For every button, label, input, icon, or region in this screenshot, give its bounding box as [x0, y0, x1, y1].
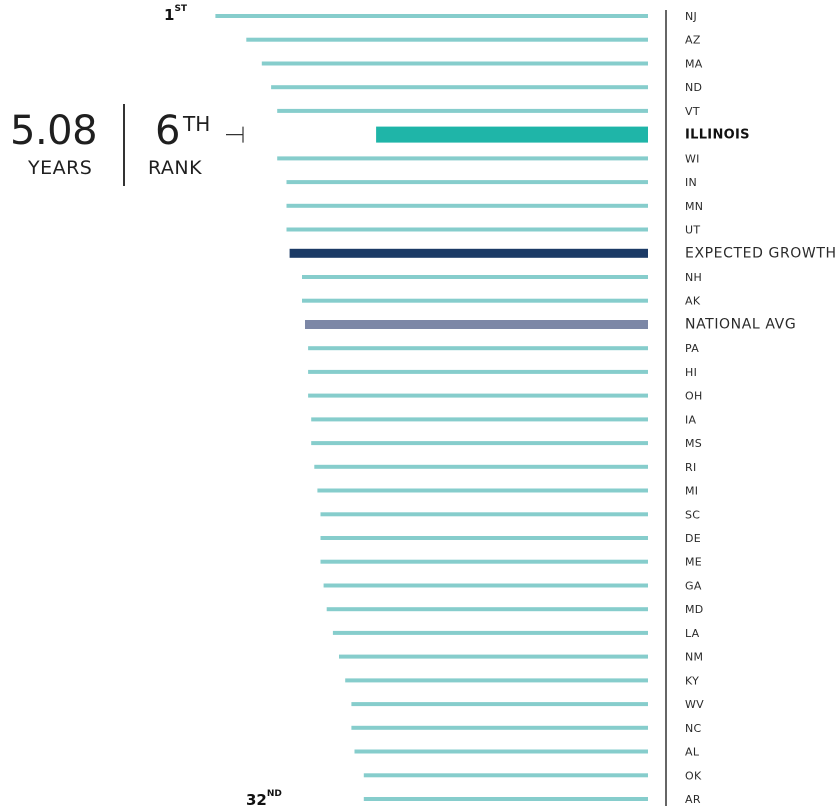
category-label-wi: WI	[685, 152, 700, 165]
category-label-la: LA	[685, 627, 700, 640]
bar-hi	[308, 369, 648, 374]
bar-ga	[323, 583, 648, 588]
category-label-illinois: ILLINOIS	[685, 128, 750, 143]
top-rank-suffix: ST	[174, 4, 188, 14]
category-label-ri: RI	[685, 461, 697, 474]
bar-ma	[261, 61, 648, 66]
bottom-rank-suffix: ND	[266, 789, 282, 799]
category-label-expected-growth: EXPECTED GROWTH	[685, 245, 837, 261]
top-rank-number: 1	[164, 6, 175, 24]
bar-in	[286, 180, 648, 185]
category-label-vt: VT	[685, 105, 700, 118]
bar-wi	[277, 156, 648, 161]
bar-ar	[363, 797, 648, 801]
bar-al	[354, 749, 648, 754]
category-label-ky: KY	[685, 674, 699, 687]
bar-illinois	[376, 126, 648, 143]
category-label-mi: MI	[685, 485, 698, 498]
callout-years-label: YEARS	[28, 157, 93, 179]
top-rank-marker: 1ST	[164, 4, 188, 24]
category-label-wv: WV	[685, 698, 704, 711]
category-labels: NJ AZ MA ND VT ILLINOIS WI IN MN UT EXPECTED GROWT…	[685, 10, 837, 806]
category-label-oh: OH	[685, 390, 703, 403]
bar-sc	[320, 512, 648, 517]
bottom-rank-marker: 32ND	[246, 789, 282, 809]
bar-mn	[286, 203, 648, 208]
bar-mi	[317, 488, 648, 493]
bar-nj	[215, 14, 648, 18]
bar-ak	[302, 298, 648, 303]
category-label-ga: GA	[685, 580, 702, 593]
bar-nh	[302, 275, 648, 279]
bar-oh	[308, 393, 648, 398]
bar-md	[326, 607, 648, 612]
callout-rank-number: 6	[155, 108, 181, 154]
category-label-md: MD	[685, 603, 704, 616]
category-label-ok: OK	[685, 769, 702, 782]
category-label-in: IN	[685, 176, 697, 189]
callout-divider	[123, 104, 125, 186]
category-label-ia: IA	[685, 413, 697, 426]
bar-ia	[311, 417, 648, 422]
category-label-nj: NJ	[685, 10, 697, 23]
bottom-rank-number: 32	[246, 791, 267, 809]
category-label-sc: SC	[685, 508, 700, 521]
bar-ok	[363, 773, 648, 778]
category-label-az: AZ	[685, 34, 701, 47]
bar-nd	[271, 85, 648, 90]
bar-ky	[345, 678, 648, 683]
category-label-nd: ND	[685, 81, 702, 94]
bar-ri	[314, 464, 648, 469]
bar-wv	[351, 702, 648, 707]
category-label-ar: AR	[685, 793, 701, 806]
category-label-mn: MN	[685, 200, 703, 213]
bar-nc	[351, 725, 648, 730]
bar-pa	[308, 346, 648, 351]
bar-az	[246, 37, 649, 42]
callout-rank-label: RANK	[148, 157, 203, 179]
bar-national-avg	[305, 320, 648, 329]
bar-de	[320, 536, 648, 540]
bar-series	[215, 14, 649, 801]
bar-expected-growth	[289, 248, 648, 258]
bar-nm	[339, 654, 648, 659]
category-label-pa: PA	[685, 342, 699, 355]
category-label-de: DE	[685, 532, 701, 545]
callout-rank-suffix: TH	[183, 112, 211, 136]
category-label-nh: NH	[685, 271, 702, 284]
category-label-ma: MA	[685, 58, 703, 71]
category-label-ms: MS	[685, 437, 702, 450]
callout-years-value: 5.08	[10, 108, 98, 154]
bar-ut	[286, 227, 648, 232]
category-label-nc: NC	[685, 722, 702, 735]
bar-me	[320, 559, 648, 564]
bar-ms	[311, 441, 648, 446]
category-label-ut: UT	[685, 224, 700, 237]
category-label-al: AL	[685, 746, 700, 759]
category-label-ak: AK	[685, 295, 701, 308]
category-label-national-avg: NATIONAL AVG	[685, 317, 796, 333]
category-label-me: ME	[685, 556, 702, 569]
bar-vt	[277, 108, 648, 113]
bar-la	[332, 630, 648, 635]
category-label-nm: NM	[685, 651, 703, 664]
category-label-hi: HI	[685, 366, 697, 379]
